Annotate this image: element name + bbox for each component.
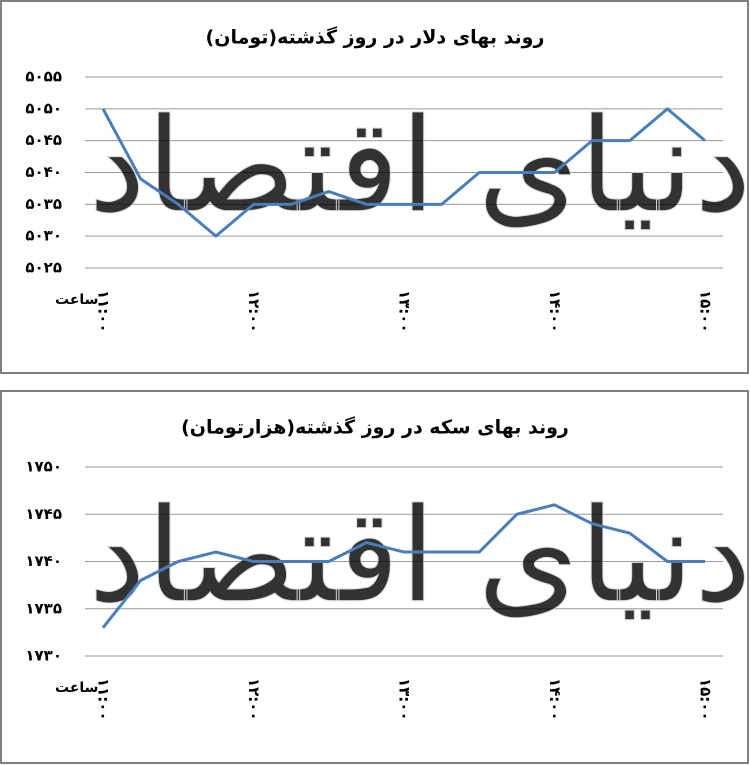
x-tick-label: ۱۱:۰۰	[95, 290, 113, 333]
x-tick-label: ۱۴:۰۰	[546, 290, 564, 333]
x-tick-label: ۱۳:۰۰	[396, 290, 414, 333]
y-tick-label: ۵۰۲۵	[25, 259, 62, 277]
y-tick-label: ۱۷۵۰	[25, 458, 62, 476]
y-tick-label: ۵۰۳۵	[25, 195, 62, 213]
data-line	[101, 107, 706, 238]
x-axis-label: ساعت	[55, 292, 98, 308]
y-tick-label: ۱۷۴۰	[25, 552, 62, 570]
y-tick-label: ۵۰۳۰	[25, 227, 62, 245]
x-tick-label: ۱۱:۰۰	[95, 678, 113, 721]
x-tick-label: ۱۵:۰۰	[697, 678, 715, 721]
y-tick-label: ۵۰۵۵	[25, 68, 62, 86]
y-tick-label: ۱۷۴۵	[25, 505, 62, 523]
watermark: دنیای اقتصاد	[88, 90, 750, 242]
y-tick-label: ۵۰۴۵	[25, 131, 62, 149]
y-tick-label: ۱۷۳۰	[25, 647, 62, 665]
data-line	[101, 503, 705, 629]
chart: روند بهای سکه در روز گذشته(هزارتومان) ۱۷۳…	[0, 390, 750, 764]
x-tick-label: ۱۲:۰۰	[245, 290, 263, 333]
x-tick-label: ۱۴:۰۰	[546, 678, 564, 721]
x-tick-label: ۱۳:۰۰	[396, 678, 414, 721]
chart: روند بهای دلار در روز گذشته(تومان) ۵۰۲۵ ۵۰…	[0, 0, 750, 374]
y-tick-label: ۵۰۵۰	[25, 99, 62, 117]
x-tick-label: ۱۵:۰۰	[697, 290, 715, 333]
chart-title: روند بهای سکه در روز گذشته(هزارتومان)	[181, 416, 569, 439]
y-tick-label: ۵۰۴۰	[25, 163, 62, 181]
x-axis-label: ساعت	[55, 680, 98, 696]
watermark: دنیای اقتصاد	[88, 480, 750, 632]
chart-frame	[0, 0, 749, 374]
x-tick-label: ۱۲:۰۰	[245, 678, 263, 721]
y-tick-label: ۱۷۳۵	[25, 599, 62, 617]
chart-title: روند بهای دلار در روز گذشته(تومان)	[206, 26, 545, 49]
chart-frame	[0, 390, 749, 764]
